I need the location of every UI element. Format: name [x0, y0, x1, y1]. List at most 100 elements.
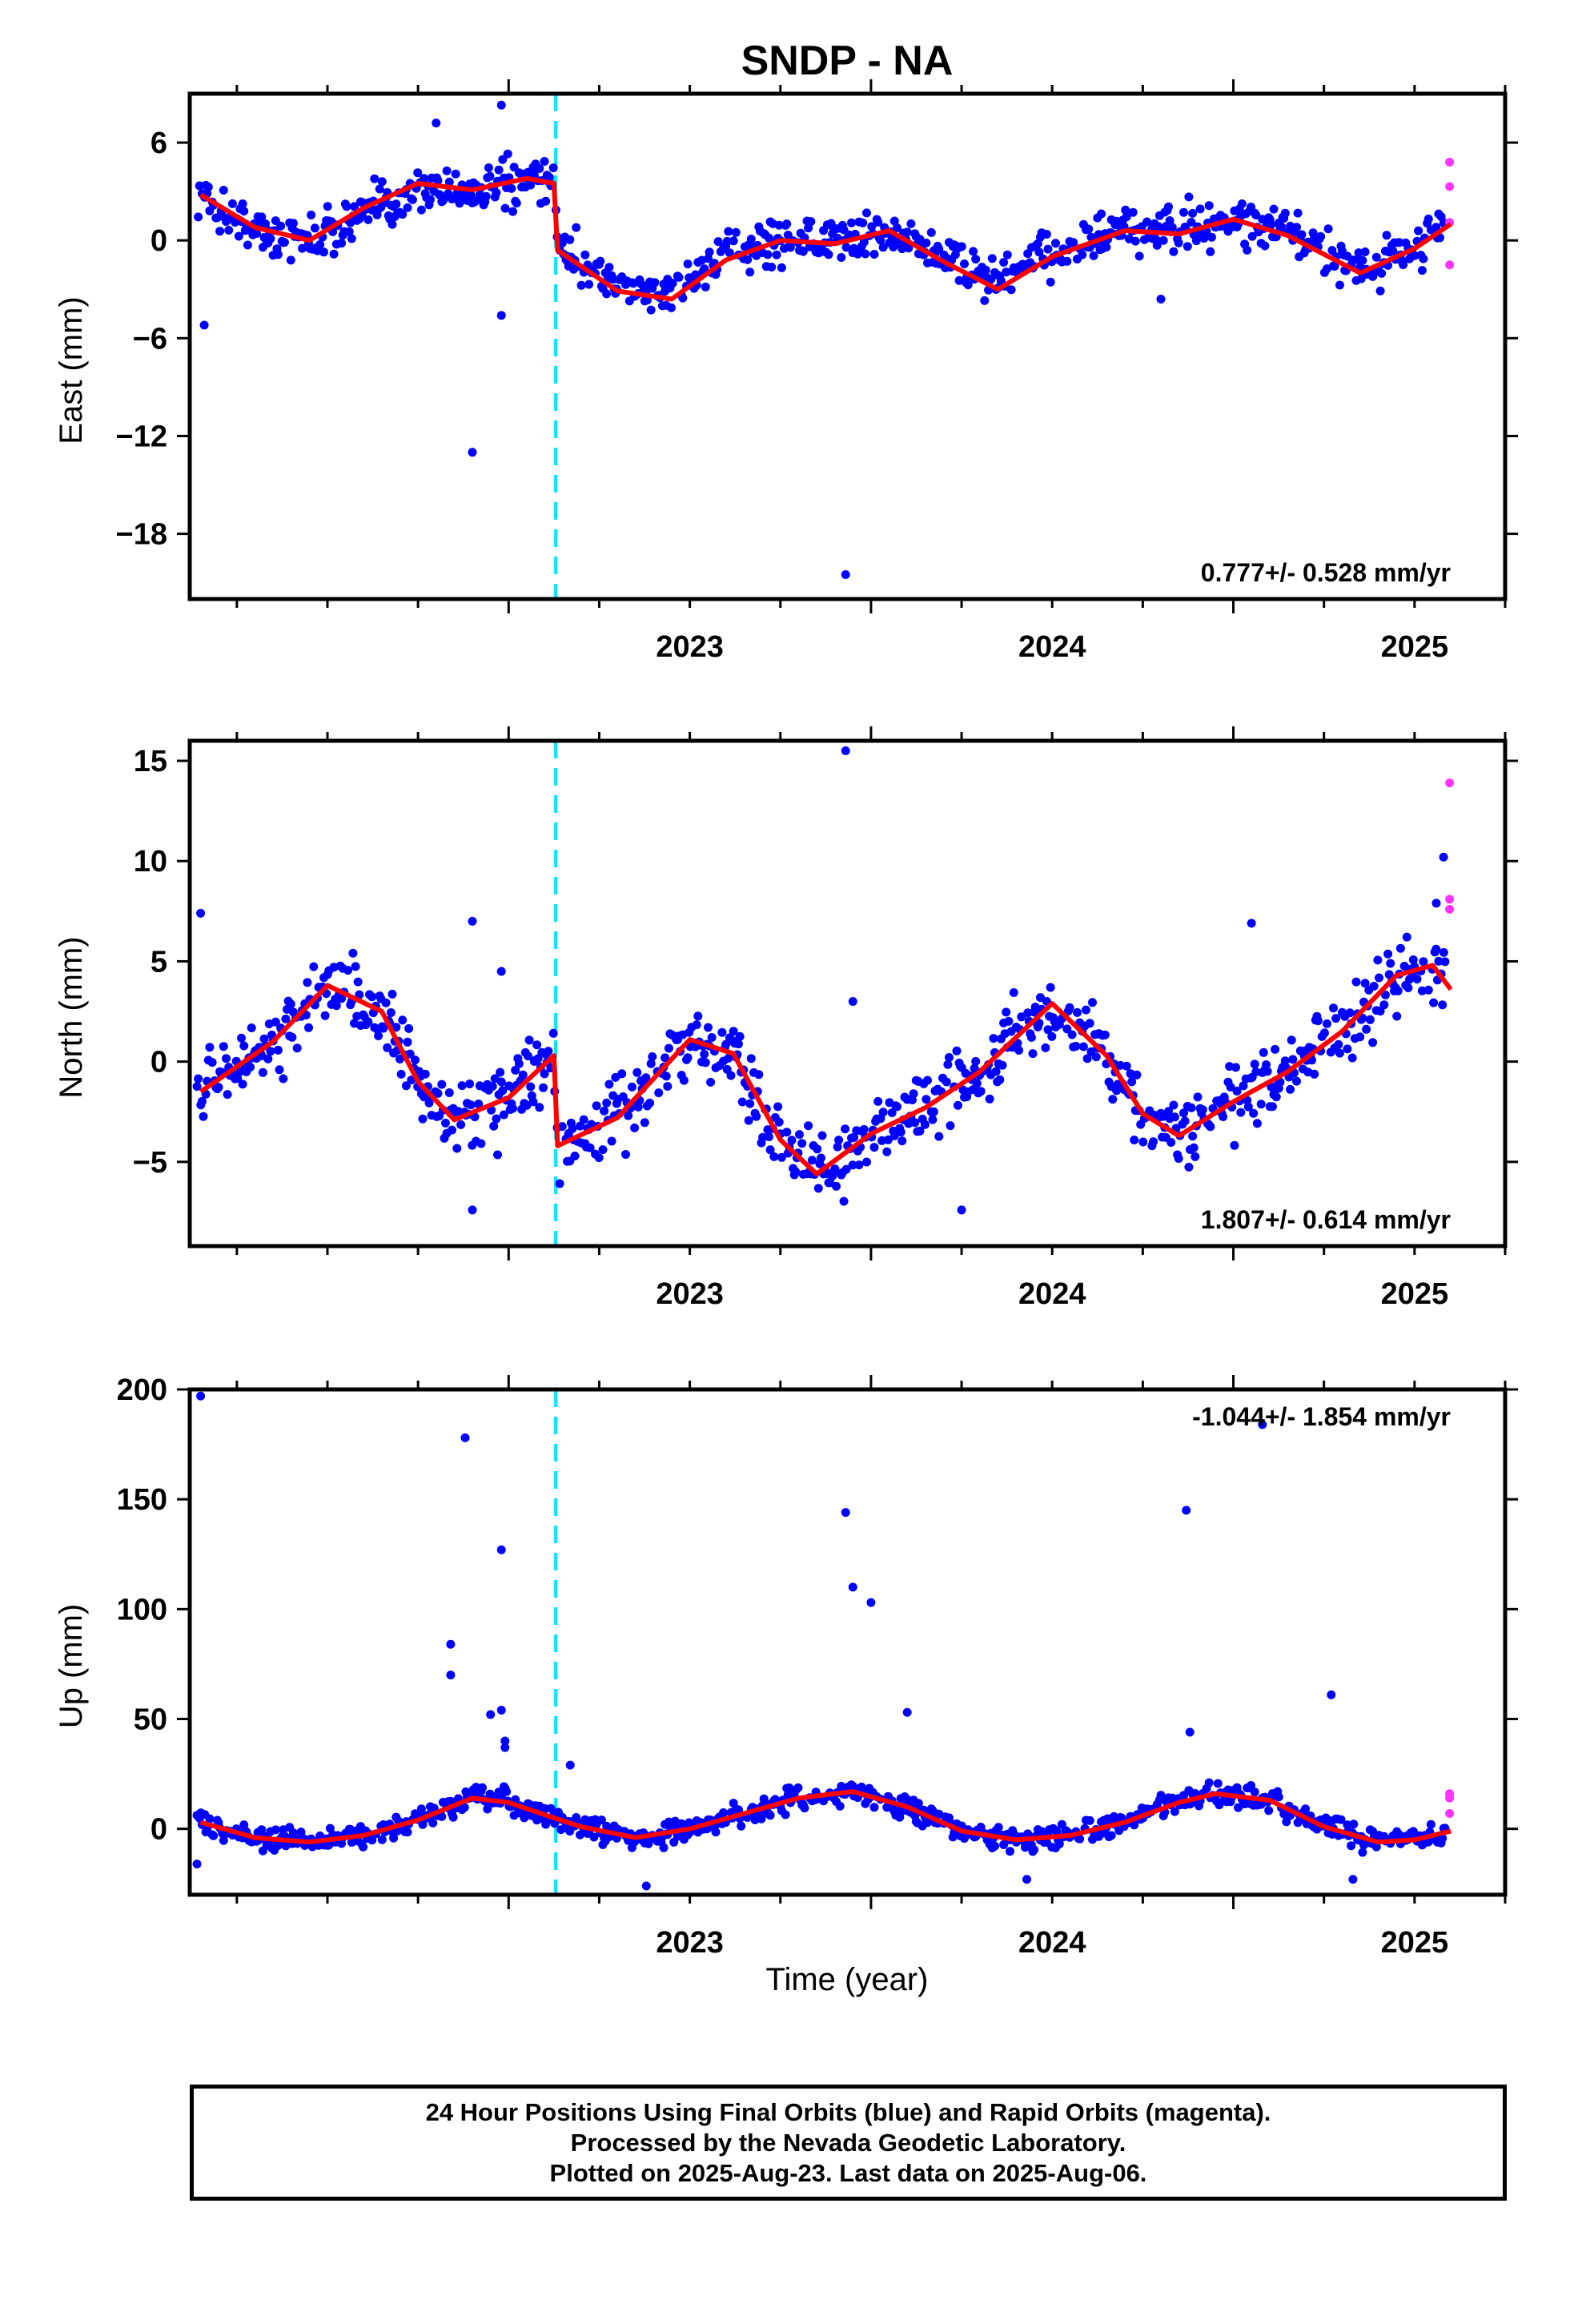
data-point — [1335, 280, 1344, 290]
data-point — [1334, 1039, 1343, 1049]
data-point — [1247, 1781, 1255, 1790]
data-point — [496, 100, 506, 110]
data-point — [446, 1639, 456, 1649]
data-point — [1138, 1137, 1148, 1147]
data-point — [971, 1056, 981, 1066]
data-point — [546, 1803, 556, 1813]
data-point — [782, 1128, 792, 1137]
data-point — [205, 1814, 215, 1823]
data-point — [520, 1813, 529, 1823]
x-tick-label: 2025 — [1381, 1277, 1449, 1311]
data-point — [1028, 1049, 1038, 1059]
data-point — [496, 1077, 506, 1087]
data-point — [498, 155, 508, 164]
data-point — [1078, 250, 1087, 259]
plot-area — [192, 1389, 1455, 1895]
data-point — [1230, 1140, 1239, 1150]
data-point — [791, 1167, 801, 1176]
data-point — [446, 1671, 456, 1680]
data-point — [1069, 238, 1078, 247]
data-point — [347, 234, 356, 243]
data-point — [1082, 1054, 1092, 1063]
data-point — [1169, 1100, 1178, 1110]
data-point — [986, 275, 996, 284]
data-point — [1250, 1059, 1259, 1069]
data-point — [869, 1803, 879, 1812]
data-point — [769, 1152, 779, 1161]
plot-area — [194, 94, 1455, 599]
panel-0: 6 0 −6 −12 −18 2023 2024 2025 East (mm) 0.777+/- … — [54, 79, 1518, 664]
data-point — [1329, 1003, 1338, 1013]
data-point — [942, 1077, 951, 1087]
data-point — [667, 303, 676, 312]
data-point — [367, 992, 377, 1002]
data-point — [1184, 192, 1194, 202]
data-point — [624, 1111, 633, 1120]
data-point — [1297, 230, 1307, 239]
data-point — [377, 1835, 387, 1844]
data-point — [227, 199, 237, 208]
data-point — [887, 1108, 897, 1117]
data-point — [745, 267, 755, 277]
data-point — [493, 1150, 502, 1160]
data-point — [1226, 1083, 1235, 1092]
data-point — [1199, 234, 1209, 243]
data-point — [363, 1017, 373, 1027]
x-tick-label: 2025 — [1381, 630, 1449, 664]
data-point — [1132, 1070, 1142, 1080]
data-point — [263, 1054, 273, 1063]
data-point — [544, 173, 554, 183]
data-point — [486, 1710, 496, 1719]
data-point — [1195, 204, 1205, 214]
y-tick-label: −18 — [116, 518, 167, 552]
data-point — [234, 231, 243, 241]
rate-annotation: -1.044+/- 1.854 mm/yr — [1192, 1402, 1451, 1431]
data-point — [219, 1835, 228, 1845]
data-point — [1419, 254, 1428, 263]
data-point — [195, 181, 204, 191]
data-point — [645, 1098, 655, 1108]
data-point — [641, 1073, 651, 1083]
data-point — [1009, 988, 1018, 997]
data-point — [416, 1804, 426, 1814]
data-point — [1091, 1052, 1101, 1062]
data-point — [1351, 977, 1361, 987]
data-point — [257, 212, 267, 222]
data-point — [946, 1121, 955, 1131]
data-point — [1405, 975, 1414, 984]
data-point — [1075, 1834, 1085, 1844]
data-point — [1052, 1827, 1062, 1836]
data-point — [957, 242, 966, 251]
data-point — [1393, 986, 1403, 995]
data-point — [1213, 1779, 1223, 1788]
data-point — [787, 1136, 797, 1145]
data-point — [1377, 268, 1387, 278]
data-point — [765, 1132, 773, 1141]
data-point — [476, 1139, 486, 1148]
data-point — [777, 263, 786, 272]
data-point — [350, 202, 359, 211]
data-point — [233, 1074, 243, 1084]
data-point — [773, 1102, 783, 1112]
data-point — [731, 227, 741, 237]
data-point — [1204, 1778, 1214, 1787]
data-point — [304, 1023, 313, 1032]
data-point — [444, 177, 454, 187]
data-point — [1362, 1024, 1371, 1034]
data-point — [403, 203, 412, 212]
data-point — [548, 163, 558, 173]
data-point — [539, 1083, 548, 1092]
data-point — [403, 1037, 412, 1047]
data-point — [602, 289, 612, 299]
data-point — [746, 1054, 756, 1063]
data-point — [437, 1811, 447, 1821]
data-point — [444, 1088, 454, 1097]
data-point — [835, 1801, 845, 1811]
data-point — [1431, 223, 1441, 232]
data-point — [1410, 251, 1419, 260]
data-point — [1380, 990, 1390, 999]
data-point — [1288, 1055, 1298, 1064]
data-point — [492, 188, 501, 198]
data-point — [355, 990, 364, 999]
data-point — [729, 236, 738, 246]
